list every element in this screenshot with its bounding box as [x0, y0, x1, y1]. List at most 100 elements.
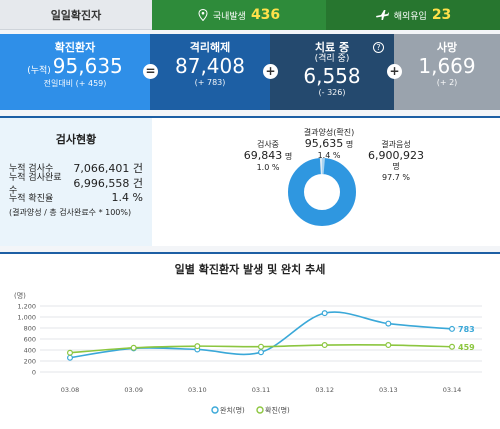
series-end-label: 783 — [458, 325, 475, 334]
trend-line-chart: (명) 1,200 1,000 800 600 400 200 0 03.08 03.09 03.1… — [14, 291, 482, 415]
released-card: 격리해제 87,408 (+ 783) — [150, 34, 270, 110]
y-tick-label: 0 — [32, 369, 36, 377]
treating-title-main: 치료 중 — [314, 41, 350, 54]
testing-label: 검사중 — [256, 140, 280, 149]
deaths-change: (+ 2) — [436, 78, 458, 87]
positive-unit: 명 — [345, 140, 354, 149]
test-row: 누적 검사수 7,066,401 건 — [9, 160, 152, 175]
overseas-value: 23 — [431, 7, 452, 23]
testing-unit: 명 — [284, 152, 293, 161]
domestic-tab[interactable]: 국내발생 436 — [152, 0, 326, 30]
x-tick-label: 03.14 — [443, 386, 462, 394]
treating-title: 치료 중 (격리 중) — [270, 41, 394, 64]
negative-label: 결과음성 — [381, 140, 411, 149]
test-row-value: 7,066,401 건 — [73, 161, 143, 175]
legend-label: 완치(명) — [220, 406, 245, 415]
plus-operator-2: + — [387, 64, 402, 79]
test-row-value: 1.4 % — [111, 191, 143, 204]
series-point — [66, 349, 73, 356]
series-point — [321, 310, 328, 317]
negative-label-group: 결과음성 6,900,923 명 97.7 % — [364, 139, 428, 183]
series-point — [385, 320, 392, 327]
confirmed-card: 확진환자 (누적) 95,635 전일대비 (+ 459) — [0, 34, 150, 110]
deaths-value: 1,669 — [418, 54, 476, 78]
series-point — [258, 349, 265, 356]
domestic-label: 국내발생 — [212, 11, 246, 22]
testing-pct: 1.0 % — [256, 163, 280, 172]
help-icon[interactable]: ? — [373, 42, 384, 53]
y-tick-label: 200 — [24, 358, 36, 366]
confirmed-title: 확진환자 — [54, 41, 96, 54]
legend-marker — [211, 406, 219, 414]
test-row-label: 누적 검사완료수 — [9, 172, 62, 196]
treating-change: (- 326) — [318, 88, 346, 97]
testing-value: 69,843 — [243, 149, 283, 162]
confirmed-value: 95,635 — [52, 54, 123, 78]
test-status-panel: 검사현황 누적 검사수 7,066,401 건 누적 검사완료수 6,996,5… — [0, 116, 500, 246]
trend-title: 일별 확진환자 발생 및 완치 추세 — [174, 263, 326, 276]
series-end-label: 459 — [458, 343, 475, 352]
trend-panel: 일별 확진환자 발생 및 완치 추세 (명) 1,200 1,000 800 600 40… — [0, 252, 500, 429]
confirmed-prefix: (누적) — [27, 66, 51, 76]
overseas-label: 해외유입 — [393, 11, 427, 22]
confirmed-change: 전일대비 (+ 459) — [43, 79, 107, 88]
x-tick-label: 03.13 — [379, 386, 398, 394]
y-tick-label: 800 — [24, 325, 36, 333]
testing-label-group: 검사중 69,843 명 1.0 % — [243, 139, 293, 173]
series-point — [130, 344, 137, 351]
legend-marker — [256, 406, 264, 414]
series-point — [385, 342, 392, 349]
negative-value: 6,900,923 — [368, 149, 424, 162]
series-point — [449, 343, 456, 350]
x-tick-label: 03.10 — [188, 386, 207, 394]
series-point — [66, 354, 73, 361]
positive-value: 95,635 — [304, 137, 344, 150]
equals-operator: = — [143, 64, 158, 79]
daily-bar: 일일확진자 국내발생 436 해외유입 23 — [0, 0, 500, 30]
x-tick-label: 03.08 — [61, 386, 80, 394]
legend-label: 확진(명) — [265, 406, 290, 415]
test-donut-chart — [288, 158, 356, 226]
series-point — [449, 325, 456, 332]
deaths-title: 사망 — [436, 41, 458, 54]
x-tick-label: 03.12 — [315, 386, 334, 394]
x-tick-label: 03.09 — [124, 386, 143, 394]
y-tick-label: 1,200 — [17, 303, 36, 311]
negative-unit: 명 — [392, 162, 400, 171]
y-tick-label: 400 — [24, 347, 36, 355]
series-point — [258, 343, 265, 350]
series-point — [321, 342, 328, 349]
series-point — [194, 343, 201, 350]
y-axis-unit: (명) — [14, 291, 26, 300]
donut-area: 검사중 69,843 명 1.0 % 결과양성(확진) 95,635 명 1.4… — [152, 118, 500, 246]
released-change: (+ 783) — [194, 78, 226, 87]
positive-label: 결과양성(확진) — [303, 128, 355, 137]
summary-cards: 확진환자 (누적) 95,635 전일대비 (+ 459) 격리해제 87,40… — [0, 34, 500, 110]
overseas-tab[interactable]: 해외유입 23 — [326, 0, 500, 30]
test-summary: 검사현황 누적 검사수 7,066,401 건 누적 검사완료수 6,996,5… — [0, 118, 152, 246]
y-tick-label: 1,000 — [17, 314, 36, 322]
plus-operator-1: + — [263, 64, 278, 79]
x-tick-label: 03.11 — [252, 386, 271, 394]
test-row: 누적 검사완료수 6,996,558 건 — [9, 173, 152, 196]
positive-pct: 1.4 % — [317, 151, 341, 160]
negative-pct: 97.7 % — [382, 173, 410, 182]
treating-value: 6,558 — [303, 64, 361, 88]
positive-label-group: 결과양성(확진) 95,635 명 1.4 % — [298, 127, 360, 161]
released-title: 격리해제 — [189, 41, 231, 54]
treating-title-sub: (격리 중) — [314, 54, 350, 64]
domestic-value: 436 — [250, 7, 281, 23]
test-note: (결과양성 / 총 검사완료수 * 100%) — [9, 208, 132, 217]
test-title: 검사현황 — [55, 133, 97, 146]
treating-card: 치료 중 (격리 중) ? 6,558 (- 326) — [270, 34, 394, 110]
airplane-icon — [375, 10, 389, 20]
released-value: 87,408 — [175, 54, 245, 78]
test-row: 누적 확진율 1.4 % — [9, 190, 152, 205]
deaths-card: 사망 1,669 (+ 2) — [394, 34, 500, 110]
daily-label: 일일확진자 — [0, 0, 152, 30]
test-row-label: 누적 확진율 — [9, 194, 54, 204]
location-pin-icon — [198, 9, 208, 21]
test-row-label: 누적 검사수 — [9, 164, 54, 174]
y-tick-label: 600 — [24, 336, 36, 344]
